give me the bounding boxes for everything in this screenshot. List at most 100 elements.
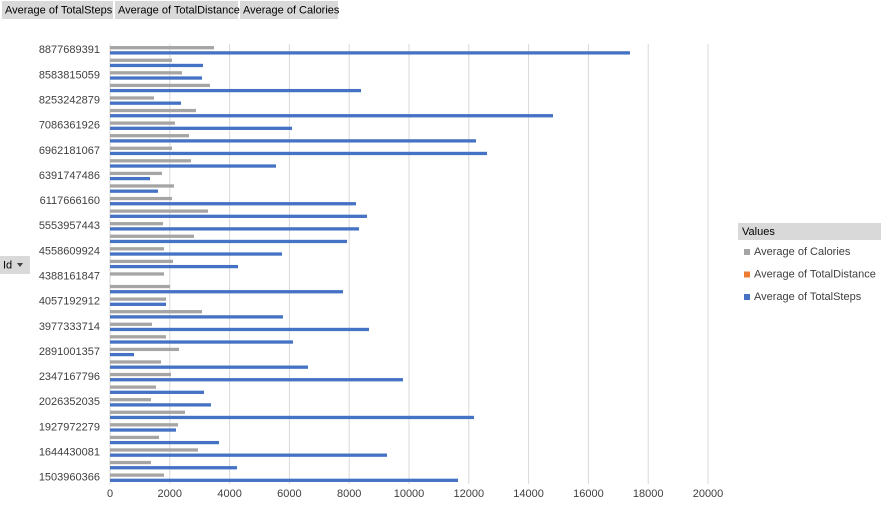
- x-tick-label: 4000: [217, 488, 241, 500]
- y-tick-label: 2026352035: [39, 396, 100, 408]
- legend-title: Values: [742, 226, 775, 238]
- field-button-label: Average of Calories: [243, 4, 340, 16]
- bar: [110, 297, 166, 300]
- bar: [110, 89, 361, 92]
- legend-swatch: [744, 294, 750, 300]
- bar: [110, 303, 166, 306]
- legend-label: Average of Calories: [754, 246, 851, 258]
- x-tick-label: 8000: [337, 488, 361, 500]
- y-tick-label: 4558609924: [39, 245, 100, 257]
- bar: [110, 114, 553, 117]
- axis-field-label: Id: [3, 259, 12, 271]
- bar: [110, 147, 172, 150]
- y-tick-label: 4057192912: [39, 296, 100, 308]
- x-tick-label: 6000: [277, 488, 301, 500]
- bar: [110, 209, 208, 212]
- bar: [110, 235, 194, 238]
- y-tick-label: 3977333714: [39, 321, 100, 333]
- y-tick-label: 1644430081: [39, 446, 100, 458]
- bar: [110, 285, 170, 288]
- bar: [110, 310, 202, 313]
- bar: [110, 197, 172, 200]
- bar: [110, 215, 367, 218]
- bar: [110, 84, 210, 87]
- bar: [110, 340, 293, 343]
- y-tick-label: 6117666160: [40, 195, 100, 207]
- y-tick-label: 2347167796: [39, 371, 100, 383]
- bar: [110, 416, 474, 419]
- legend-swatch: [744, 272, 750, 278]
- field-button-label: Average of TotalSteps: [5, 4, 113, 16]
- x-tick-label: 14000: [513, 488, 544, 500]
- bar: [110, 152, 487, 155]
- bar: [110, 134, 189, 137]
- y-tick-label: 5553957443: [39, 220, 100, 232]
- bar: [110, 466, 237, 469]
- bar: [110, 51, 630, 54]
- bar: [110, 385, 156, 388]
- y-tick-label: 2891001357: [39, 346, 100, 358]
- x-tick-label: 0: [107, 488, 113, 500]
- bar: [110, 323, 152, 326]
- y-tick-label: 1927972279: [39, 421, 100, 433]
- bar: [110, 398, 151, 401]
- bar: [110, 96, 154, 99]
- y-tick-label: 6962181067: [39, 145, 100, 157]
- y-tick-label: 8583815059: [39, 69, 100, 81]
- bar: [110, 411, 185, 414]
- bar: [110, 315, 283, 318]
- bar: [110, 403, 211, 406]
- x-tick-label: 20000: [693, 488, 724, 500]
- y-tick-label: 6391747486: [39, 170, 100, 182]
- bar: [110, 190, 158, 193]
- bar: [110, 121, 175, 124]
- y-tick-label: 4388161847: [39, 270, 100, 282]
- bar: [110, 247, 164, 250]
- bar: [110, 164, 276, 167]
- bar: [110, 348, 179, 351]
- bar: [110, 252, 282, 255]
- bar: [110, 373, 171, 376]
- bar: [110, 461, 151, 464]
- y-tick-label: 8877689391: [39, 44, 100, 56]
- bar: [110, 454, 387, 457]
- bar: [110, 265, 238, 268]
- bar: [110, 71, 182, 74]
- bar: [110, 59, 172, 62]
- bar: [110, 436, 159, 439]
- bar: [110, 479, 458, 482]
- x-tick-label: 16000: [573, 488, 604, 500]
- bar: [110, 366, 308, 369]
- bar: [110, 102, 181, 105]
- bar: [110, 428, 176, 431]
- bar: [110, 127, 292, 130]
- bar: [110, 473, 164, 476]
- bar: [110, 109, 196, 112]
- x-tick-label: 12000: [454, 488, 485, 500]
- bar: [110, 76, 202, 79]
- bar: [110, 172, 162, 175]
- bar: [110, 184, 174, 187]
- bar: [110, 290, 343, 293]
- y-tick-label: 7086361926: [39, 120, 100, 132]
- x-tick-label: 10000: [394, 488, 425, 500]
- bar: [110, 353, 134, 356]
- legend-label: Average of TotalSteps: [754, 291, 862, 303]
- bar: [110, 46, 214, 49]
- bar: [110, 378, 403, 381]
- y-tick-label: 1503960366: [39, 472, 100, 484]
- bar: [110, 139, 476, 142]
- bar: [110, 159, 191, 162]
- bar: [110, 328, 369, 331]
- bar: [110, 177, 150, 180]
- y-tick-label: 8253242879: [39, 94, 100, 106]
- bar: [110, 360, 161, 363]
- bar: [110, 222, 163, 225]
- bar: [110, 260, 173, 263]
- bar: [110, 240, 347, 243]
- bar: [110, 227, 359, 230]
- bar: [110, 391, 204, 394]
- x-tick-label: 18000: [633, 488, 664, 500]
- bar: [110, 441, 219, 444]
